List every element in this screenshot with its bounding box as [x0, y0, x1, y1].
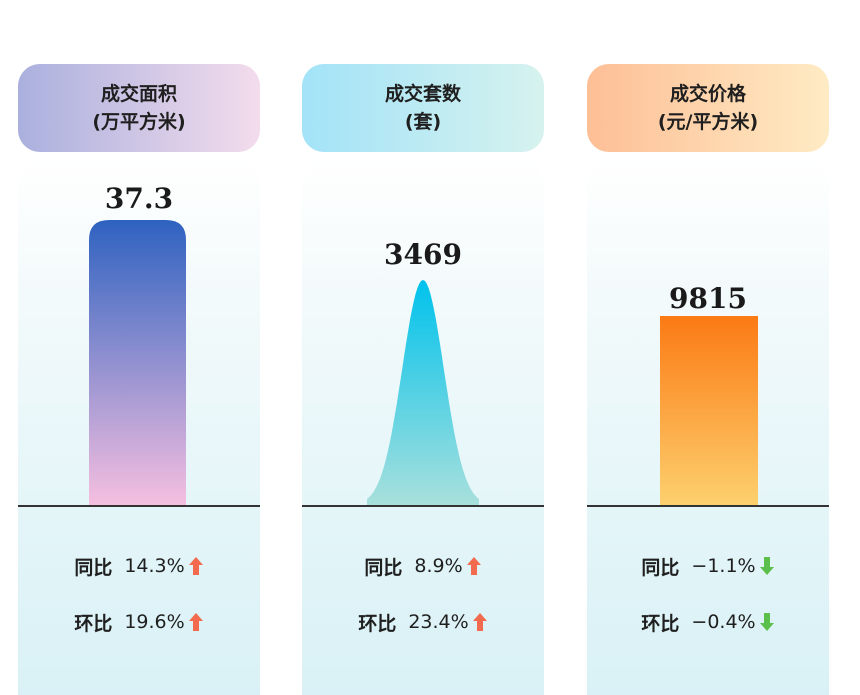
stat-value: 8.9% [414, 555, 463, 577]
baseline [302, 505, 544, 507]
panel-units: 成交套数 (套) 3469 同比 8.9% 环比 23.4% [302, 64, 544, 695]
data-label: 37.3 [105, 182, 173, 215]
stat-value: 23.4% [408, 611, 469, 633]
stat-label: 同比 [364, 556, 403, 579]
panel-title: 成交面积 [100, 83, 177, 105]
stat-mom: 环比 23.4% [302, 607, 544, 637]
arrow-up-icon [472, 613, 487, 631]
panel-title: 成交价格 [669, 83, 746, 105]
stat-label: 环比 [358, 612, 397, 635]
stat-value: −0.4% [691, 611, 756, 633]
stat-label: 环比 [641, 612, 680, 635]
stat-mom: 环比 19.6% [18, 607, 260, 637]
stat-yoy: 同比 8.9% [302, 551, 544, 581]
stat-yoy: 同比 14.3% [18, 551, 260, 581]
stat-yoy: 同比 −1.1% [587, 551, 829, 581]
stat-value: 14.3% [124, 555, 185, 577]
stat-label: 环比 [74, 612, 113, 635]
stat-label: 同比 [74, 556, 113, 579]
chart-price: 9815 [660, 282, 758, 505]
chart-area: 37.3 [89, 182, 186, 505]
panel-header-area: 成交面积 (万平方米) [18, 64, 260, 152]
panel-unit: (万平方米) [92, 111, 186, 133]
stat-mom: 环比 −0.4% [587, 607, 829, 637]
peak-units [367, 280, 479, 505]
stat-value: 19.6% [124, 611, 185, 633]
arrow-down-icon [759, 613, 774, 631]
data-label: 3469 [384, 238, 462, 271]
panel-area: 成交面积 (万平方米) 37.3 同比 14.3% 环比 19.6% [18, 64, 260, 695]
panel-unit: (套) [404, 111, 442, 133]
chart-units: 3469 [367, 238, 479, 505]
bar-price [660, 316, 758, 505]
panel-header-units: 成交套数 (套) [302, 64, 544, 152]
arrow-up-icon [188, 557, 203, 575]
panel-price: 成交价格 (元/平方米) 9815 同比 −1.1% 环比 −0.4% [587, 64, 829, 695]
panel-unit: (元/平方米) [657, 111, 759, 133]
data-label: 9815 [669, 282, 747, 315]
arrow-up-icon [466, 557, 481, 575]
bar-area [89, 220, 186, 505]
baseline [587, 505, 829, 507]
arrow-up-icon [188, 613, 203, 631]
panel-header-price: 成交价格 (元/平方米) [587, 64, 829, 152]
panel-title: 成交套数 [384, 83, 461, 105]
stat-label: 同比 [641, 556, 680, 579]
arrow-down-icon [759, 557, 774, 575]
stat-value: −1.1% [691, 555, 756, 577]
baseline [18, 505, 260, 507]
